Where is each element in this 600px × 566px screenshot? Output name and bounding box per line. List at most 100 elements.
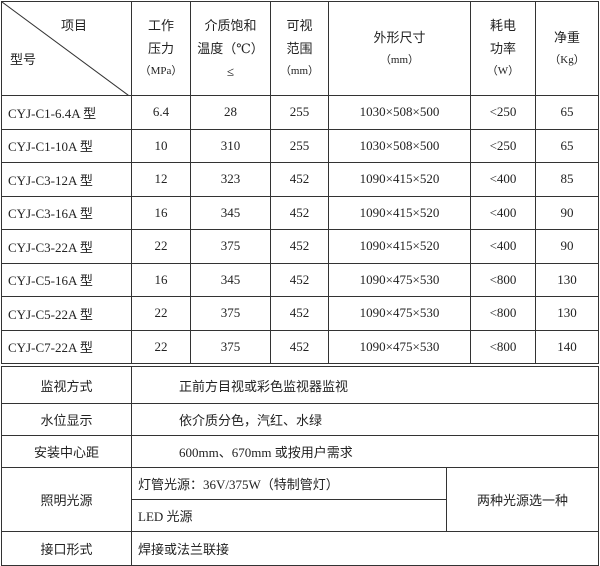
header-weight: 净重 （Kg） — [535, 1, 599, 96]
cell-model: CYJ-C1-10A 型 — [1, 128, 132, 163]
header-pressure: 工作压力 （MPa） — [131, 1, 191, 96]
cell-model: CYJ-C3-22A 型 — [1, 229, 132, 264]
distance-label: 安装中心距 — [1, 435, 132, 468]
cell-pressure: 10 — [131, 128, 191, 163]
cell-model: CYJ-C7-22A 型 — [1, 329, 132, 364]
cell-weight: 130 — [535, 262, 599, 297]
header-line: 功率 — [489, 41, 516, 56]
cell-dimensions: 1090×475×530 — [328, 262, 471, 297]
cell-power: <400 — [470, 229, 536, 264]
cell-temperature: 375 — [190, 296, 271, 331]
table-row: CYJ-C5-16A 型 16 345 452 1090×475×530 <800 130 — [1, 262, 599, 297]
light-label: 照明光源 — [1, 467, 132, 532]
cell-weight: 85 — [535, 162, 599, 197]
table-row: CYJ-C5-22A 型 22 375 452 1090×475×530 <800 130 — [1, 296, 599, 331]
header-row: 项目 型号 工作 压力 （MPa） 介质饱和 温度（℃） ≤ 可视 范围 （mm） 外形尺寸… — [1, 1, 599, 96]
cell-temperature: 323 — [190, 162, 271, 197]
cell-power: <400 — [470, 195, 536, 230]
monitor-row: 监视方式 正前方目视或彩色监视器监视 — [1, 366, 600, 404]
level-value: 依介质分色，汽红、水绿 — [130, 403, 600, 436]
cell-weight: 65 — [535, 128, 599, 163]
header-line: 范围 — [286, 41, 313, 56]
cell-pressure: 6.4 — [131, 95, 191, 130]
cell-dimensions: 1090×415×520 — [328, 229, 471, 264]
cell-weight: 90 — [535, 195, 599, 230]
cell-range: 255 — [270, 128, 329, 163]
cell-pressure: 22 — [131, 229, 191, 264]
cell-power: <800 — [470, 329, 536, 364]
table-row: CYJ-C3-12A 型 12 323 452 1090×415×520 <400 85 — [1, 162, 599, 197]
cell-weight: 90 — [535, 229, 599, 264]
cell-power: <400 — [470, 162, 536, 197]
corner-cell: 项目 型号 — [1, 1, 132, 96]
cell-temperature: 345 — [190, 262, 271, 297]
light-row-2: LED 光源 — [2, 499, 599, 532]
interface-label: 接口形式 — [1, 531, 132, 566]
header-power: 耗电功率 （W） — [470, 1, 536, 96]
cell-model: CYJ-C5-22A 型 — [1, 296, 132, 331]
cell-model: CYJ-C3-16A 型 — [1, 195, 132, 230]
cell-pressure: 22 — [131, 296, 191, 331]
level-label: 水位显示 — [1, 403, 132, 436]
header-line: 工作 — [147, 18, 174, 33]
table-row: CYJ-C1-10A 型 10 310 255 1030×508×500 <250 65 — [1, 128, 599, 163]
table-row: CYJ-C3-22A 型 22 375 452 1090×415×520 <400 90 — [1, 229, 599, 264]
header-line: 外形尺寸 — [373, 29, 426, 45]
cell-dimensions: 1090×475×530 — [328, 329, 471, 364]
cell-weight: 65 — [535, 95, 599, 130]
header-line: 耗电 — [489, 18, 516, 33]
header-line: 净重 — [553, 29, 580, 45]
cell-model: CYJ-C3-12A 型 — [1, 162, 132, 197]
cell-temperature: 28 — [190, 95, 271, 130]
interface-row: 接口形式 焊接或法兰联接 — [1, 531, 600, 566]
header-dimensions: 外形尺寸 （mm） — [328, 1, 471, 96]
cell-range: 452 — [270, 162, 329, 197]
header-range: 可视 范围 （mm） — [270, 1, 329, 96]
cell-dimensions: 1090×475×530 — [328, 296, 471, 331]
cell-power: <250 — [470, 128, 536, 163]
light-option-1: 灯管光源：36V/375W（特制管灯） — [131, 467, 447, 500]
interface-value: 焊接或法兰联接 — [130, 531, 600, 566]
header-temperature: 介质饱和温度（℃） ≤ — [190, 1, 271, 96]
light-row: 照明光源 灯管光源：36V/375W（特制管灯） 两种光源选一种 — [1, 467, 600, 532]
table-row: CYJ-C3-16A 型 16 345 452 1090×415×520 <400 90 — [1, 195, 599, 230]
light-note: 两种光源选一种 — [445, 467, 600, 532]
cell-dimensions: 1030×508×500 — [328, 95, 471, 130]
cell-pressure: 22 — [131, 329, 191, 364]
cell-range: 452 — [270, 296, 329, 331]
cell-dimensions: 1090×415×520 — [328, 162, 471, 197]
header-line: 介质饱和 — [204, 18, 257, 33]
cell-model: CYJ-C5-16A 型 — [1, 262, 132, 297]
header-line: 温度（℃） — [197, 41, 264, 56]
cell-power: <800 — [470, 262, 536, 297]
cell-range: 255 — [270, 95, 329, 130]
cell-temperature: 345 — [190, 195, 271, 230]
table-row: CYJ-C7-22A 型 22 375 452 1090×475×530 <800 140 — [1, 329, 599, 364]
distance-row: 安装中心距 600mm、670mm 或按用户需求 — [1, 435, 600, 468]
header-line: （mm） — [279, 65, 320, 77]
light-option-2: LED 光源 — [131, 499, 447, 532]
cell-temperature: 375 — [190, 329, 271, 364]
header-line: （MPa） — [139, 65, 183, 77]
cell-range: 452 — [270, 229, 329, 264]
cell-temperature: 375 — [190, 229, 271, 264]
cell-weight: 130 — [535, 296, 599, 331]
cell-dimensions: 1030×508×500 — [328, 128, 471, 163]
cell-range: 452 — [270, 329, 329, 364]
header-line: （W） — [486, 65, 520, 77]
header-line: ≤ — [226, 64, 235, 79]
header-line: 压力 — [147, 41, 174, 56]
table-row: CYJ-C1-6.4A 型 6.4 28 255 1030×508×500 <250 65 — [1, 95, 599, 130]
cell-dimensions: 1090×415×520 — [328, 195, 471, 230]
cell-power: <800 — [470, 296, 536, 331]
cell-power: <250 — [470, 95, 536, 130]
cell-model: CYJ-C1-6.4A 型 — [1, 95, 132, 130]
corner-bottom-label: 型号 — [10, 52, 37, 67]
monitor-value: 正前方目视或彩色监视器监视 — [130, 366, 600, 404]
corner-top-label: 项目 — [60, 18, 87, 33]
monitor-label: 监视方式 — [1, 366, 132, 404]
spec-details-table: 监视方式 正前方目视或彩色监视器监视 水位显示 依介质分色，汽红、水绿 安装中心… — [1, 366, 600, 566]
level-row: 水位显示 依介质分色，汽红、水绿 — [1, 403, 600, 436]
spec-table: 项目 型号 工作 压力 （MPa） 介质饱和 温度（℃） ≤ 可视 范围 （mm） 外形尺寸… — [1, 1, 599, 364]
cell-range: 452 — [270, 262, 329, 297]
